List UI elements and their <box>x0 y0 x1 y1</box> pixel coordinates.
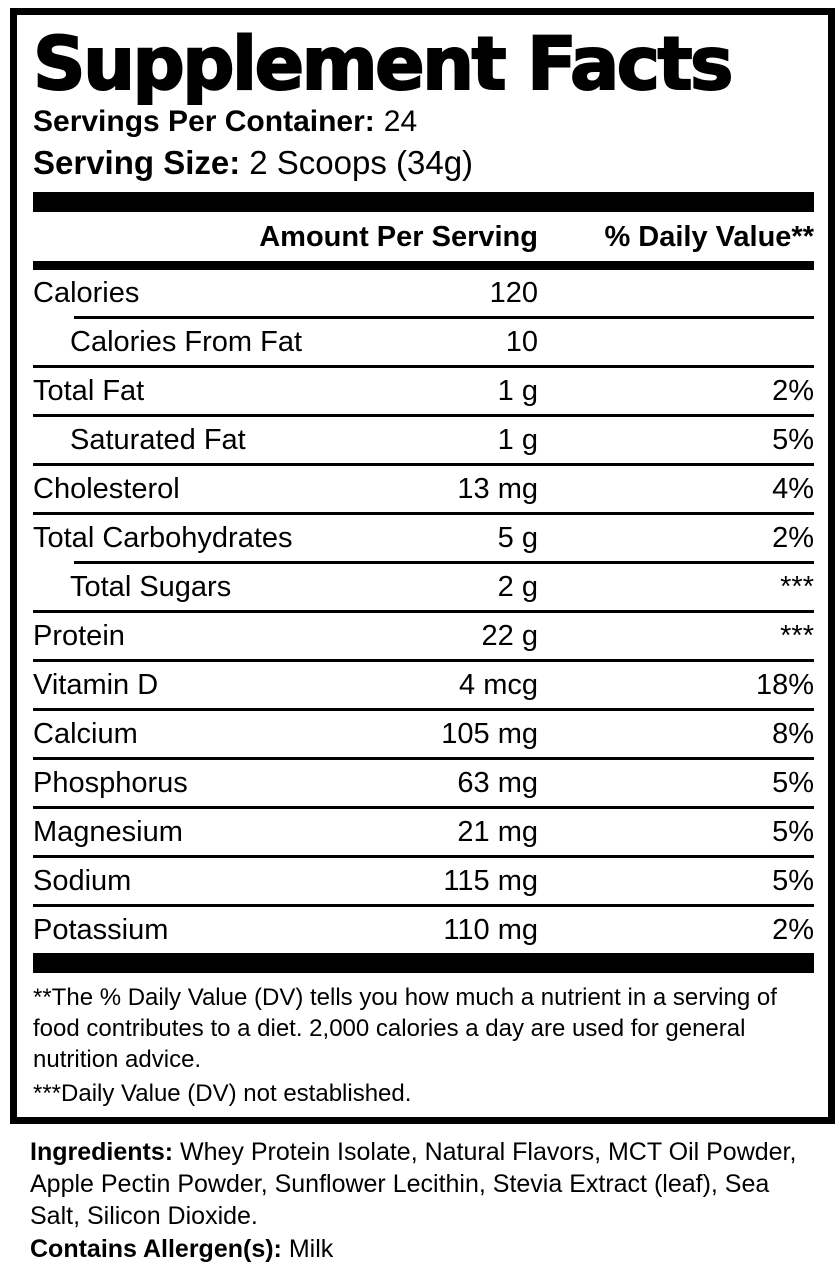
header-divider-bar <box>33 261 814 270</box>
nutrient-amount: 21 mg <box>457 816 538 848</box>
table-header-row: Amount Per Serving % Daily Value** <box>33 212 814 261</box>
row-separator <box>33 365 814 368</box>
nutrient-name: Calories From Fat <box>70 326 303 358</box>
amount-per-serving-header: Amount Per Serving <box>259 221 538 253</box>
nutrient-amount: 63 mg <box>457 767 538 799</box>
allergen-line: Contains Allergen(s): Milk <box>30 1233 825 1265</box>
nutrient-dv: 5% <box>772 424 814 456</box>
nutrient-row-total-fat: Total Fat 1 g 2% <box>33 368 814 414</box>
allergen-label: Contains Allergen(s): <box>30 1235 282 1263</box>
nutrient-amount: 120 <box>489 277 538 309</box>
nutrient-name: Total Carbohydrates <box>33 522 293 554</box>
row-separator <box>33 757 814 760</box>
nutrient-name: Phosphorus <box>33 767 188 799</box>
nutrient-name: Total Fat <box>33 375 145 407</box>
nutrient-dv: 2% <box>772 375 814 407</box>
nutrient-amount: 115 mg <box>443 865 538 897</box>
nutrient-name: Potassium <box>33 914 169 946</box>
footnotes: **The % Daily Value (DV) tells you how m… <box>33 973 814 1109</box>
row-separator <box>33 610 814 613</box>
nutrient-name: Magnesium <box>33 816 183 848</box>
nutrient-amount: 5 g <box>497 522 538 554</box>
daily-value-header: % Daily Value** <box>604 221 814 253</box>
nutrient-amount: 1 g <box>497 375 538 407</box>
panel-title: Supplement Facts <box>32 22 734 107</box>
nutrient-row-total-sugars: Total Sugars 2 g *** <box>33 564 814 610</box>
nutrient-amount: 22 g <box>481 620 538 652</box>
nutrient-name: Calories <box>33 277 140 309</box>
ingredients-label: Ingredients: <box>30 1138 174 1166</box>
nutrient-dv: *** <box>780 620 814 652</box>
nutrient-amount: 10 <box>505 326 538 358</box>
nutrient-name: Protein <box>33 620 125 652</box>
nutrient-row-magnesium: Magnesium 21 mg 5% <box>33 809 814 855</box>
serving-size-value: 2 Scoops (34g) <box>249 144 474 181</box>
nutrient-row-calories: Calories 120 <box>33 270 814 316</box>
nutrient-row-phosphorus: Phosphorus 63 mg 5% <box>33 760 814 806</box>
nutrient-dv: 8% <box>772 718 814 750</box>
divider-bar-top <box>33 192 814 212</box>
row-separator <box>33 659 814 662</box>
nutrient-row-cholesterol: Cholesterol 13 mg 4% <box>33 466 814 512</box>
nutrient-dv: 2% <box>772 522 814 554</box>
nutrient-name: Cholesterol <box>33 473 180 505</box>
nutrient-amount: 1 g <box>497 424 538 456</box>
divider-bar-bottom <box>33 953 814 973</box>
nutrient-dv: 5% <box>772 865 814 897</box>
nutrient-name: Sodium <box>33 865 132 897</box>
ingredients-line: Ingredients: Whey Protein Isolate, Natur… <box>30 1136 825 1232</box>
nutrient-dv: 4% <box>772 473 814 505</box>
nutrient-row-calcium: Calcium 105 mg 8% <box>33 711 814 757</box>
nutrient-dv <box>538 270 814 316</box>
nutrient-row-sodium: Sodium 115 mg 5% <box>33 858 814 904</box>
nutrient-row-calories-from-fat: Calories From Fat 10 <box>33 319 814 365</box>
nutrient-dv: 5% <box>772 767 814 799</box>
allergen-value: Milk <box>288 1235 334 1263</box>
row-separator <box>33 463 814 466</box>
serving-size: Serving Size: 2 Scoops (34g) <box>33 141 814 184</box>
nutrient-dv <box>538 319 814 365</box>
nutrient-dv: 5% <box>772 816 814 848</box>
nutrient-amount: 13 mg <box>457 473 538 505</box>
not-established-footnote: ***Daily Value (DV) not established. <box>33 1080 412 1107</box>
daily-value-footnote: **The % Daily Value (DV) tells you how m… <box>33 984 777 1073</box>
supplement-facts-panel: Supplement Facts Servings Per Container:… <box>10 8 835 1124</box>
row-separator <box>33 414 814 417</box>
row-separator <box>33 855 814 858</box>
nutrient-dv: 18% <box>755 669 814 701</box>
nutrient-row-potassium: Potassium 110 mg 2% <box>33 907 814 953</box>
row-separator <box>74 316 814 319</box>
serving-size-label: Serving Size: <box>33 144 241 181</box>
nutrient-name: Vitamin D <box>33 669 159 701</box>
ingredients-list: Whey Protein Isolate, Natural Flavors, M… <box>30 1138 797 1230</box>
nutrient-name: Calcium <box>33 718 138 750</box>
row-separator <box>74 561 814 564</box>
nutrient-amount: 2 g <box>497 571 538 603</box>
row-separator <box>33 708 814 711</box>
servings-per-container-value: 24 <box>383 105 418 138</box>
nutrient-amount: 110 mg <box>443 914 538 946</box>
row-separator <box>33 512 814 515</box>
nutrient-amount: 105 mg <box>441 718 538 750</box>
nutrient-row-protein: Protein 22 g *** <box>33 613 814 659</box>
nutrient-amount: 4 mcg <box>459 669 538 701</box>
nutrient-row-vitamin-d: Vitamin D 4 mcg 18% <box>33 662 814 708</box>
nutrient-row-saturated-fat: Saturated Fat 1 g 5% <box>33 417 814 463</box>
nutrient-dv: *** <box>780 571 814 603</box>
ingredients-section: Ingredients: Whey Protein Isolate, Natur… <box>30 1136 825 1265</box>
nutrient-name: Saturated Fat <box>70 424 246 456</box>
row-separator <box>33 806 814 809</box>
row-separator <box>33 904 814 907</box>
nutrient-row-total-carbohydrates: Total Carbohydrates 5 g 2% <box>33 515 814 561</box>
servings-per-container: Servings Per Container: 24 <box>33 103 814 141</box>
nutrient-name: Total Sugars <box>70 571 232 603</box>
nutrient-dv: 2% <box>772 914 814 946</box>
servings-per-container-label: Servings Per Container: <box>33 105 375 138</box>
